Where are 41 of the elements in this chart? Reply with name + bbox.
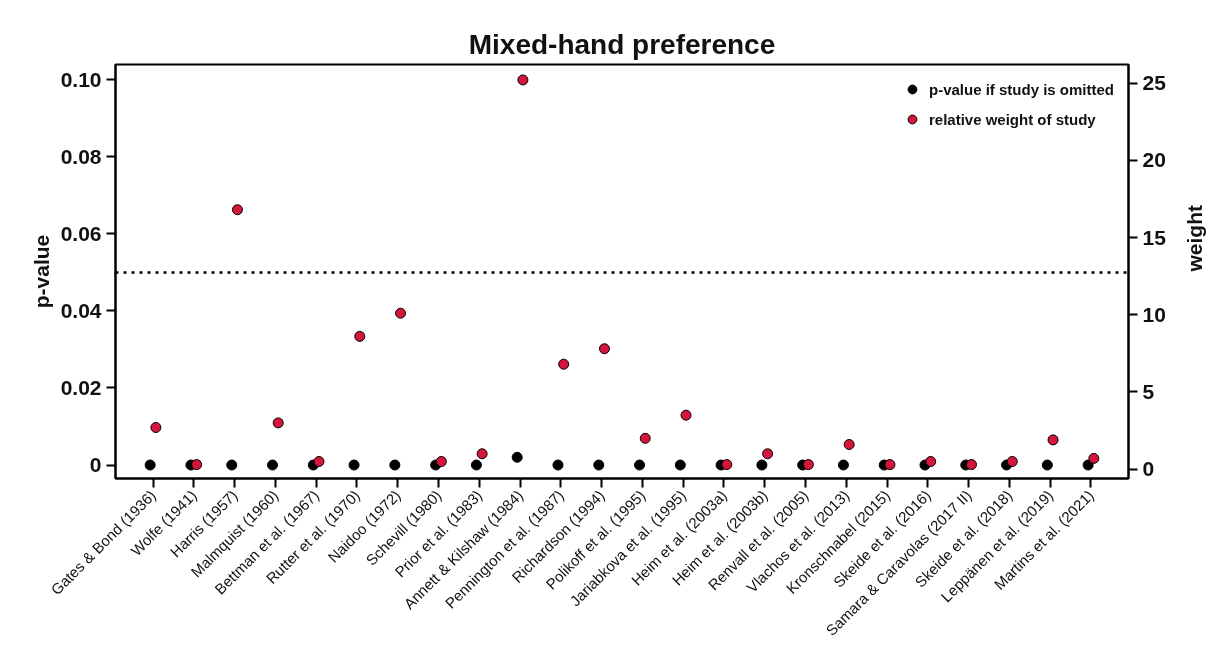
y-tick-label: 0.08 bbox=[60, 144, 102, 168]
point bbox=[721, 459, 733, 471]
point bbox=[965, 459, 977, 471]
y2-tick-label: 15 bbox=[1142, 225, 1167, 249]
point bbox=[517, 74, 529, 86]
y-tick-label: 0.06 bbox=[60, 221, 102, 245]
y2-tick-label: 10 bbox=[1142, 302, 1166, 326]
y-tick-label: 0 bbox=[89, 453, 102, 477]
point bbox=[843, 439, 855, 451]
point bbox=[313, 456, 325, 467]
point bbox=[802, 459, 814, 471]
y2-tick-label: 0 bbox=[1142, 457, 1155, 481]
point bbox=[680, 409, 692, 421]
y-tick-label: 0.04 bbox=[60, 298, 102, 322]
point bbox=[395, 307, 407, 319]
legend-label: p-value if study is omitted bbox=[928, 80, 1114, 98]
y2-tick-label: 5 bbox=[1142, 379, 1155, 403]
y2-axis-title: weight bbox=[1183, 205, 1207, 273]
y2-tick-label: 20 bbox=[1142, 148, 1166, 172]
point bbox=[1088, 452, 1100, 464]
point bbox=[354, 330, 366, 342]
y2-tick-label: 25 bbox=[1142, 71, 1167, 95]
point bbox=[476, 448, 488, 460]
point bbox=[762, 448, 774, 460]
point bbox=[598, 343, 610, 355]
point bbox=[435, 456, 447, 467]
y-tick-label: 0.02 bbox=[60, 376, 102, 399]
point bbox=[272, 417, 284, 429]
legend-label: relative weight of study bbox=[928, 110, 1096, 128]
point bbox=[231, 204, 243, 216]
point bbox=[884, 459, 896, 471]
point bbox=[558, 358, 570, 370]
chart-title: Mixed-hand preference bbox=[468, 28, 776, 60]
point bbox=[639, 432, 651, 444]
y-axis-title: p-value bbox=[29, 234, 53, 309]
point bbox=[150, 422, 162, 434]
point bbox=[1047, 434, 1059, 446]
point bbox=[925, 456, 937, 467]
point bbox=[191, 459, 203, 471]
y-tick-label: 0.10 bbox=[60, 67, 102, 91]
point bbox=[1006, 456, 1018, 467]
